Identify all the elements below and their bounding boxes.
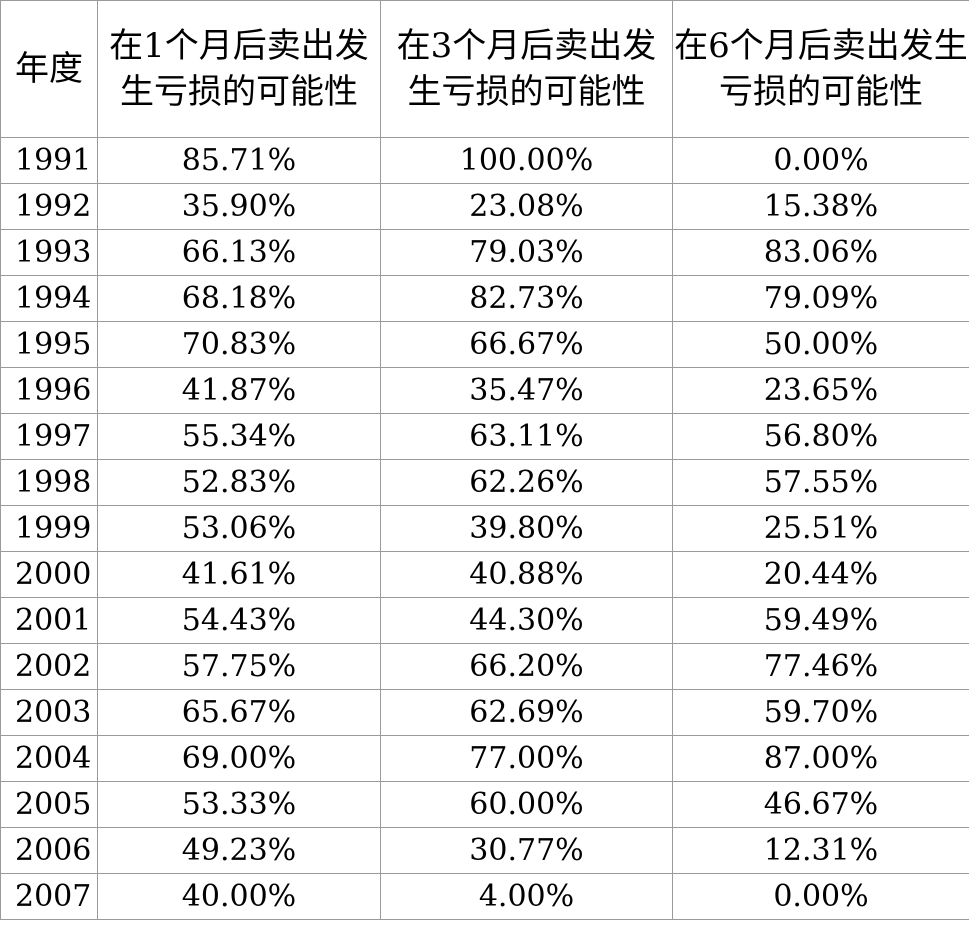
table-row: 2003 65.67% 62.69% 59.70% xyxy=(0,689,969,736)
loss-3-month-cell: 4.00% xyxy=(380,873,673,920)
loss-3-month-cell: 66.20% xyxy=(380,643,673,690)
loss-3-month-cell: 100.00% xyxy=(380,137,673,184)
loss-1-month-cell: 53.06% xyxy=(97,505,381,552)
loss-6-month-cell: 20.44% xyxy=(672,551,969,598)
loss-1-month-cell: 41.61% xyxy=(97,551,381,598)
table-row: 1994 68.18% 82.73% 79.09% xyxy=(0,275,969,322)
loss-6-month-cell: 50.00% xyxy=(672,321,969,368)
header-1-month-loss: 在1个月后卖出发生亏损的可能性 xyxy=(97,0,381,138)
loss-1-month-cell: 57.75% xyxy=(97,643,381,690)
loss-3-month-cell: 40.88% xyxy=(380,551,673,598)
year-cell: 2000 xyxy=(0,551,98,598)
loss-6-month-cell: 79.09% xyxy=(672,275,969,322)
header-row: 年度 在1个月后卖出发生亏损的可能性 在3个月后卖出发生亏损的可能性 在6个月后… xyxy=(0,0,969,138)
loss-6-month-cell: 77.46% xyxy=(672,643,969,690)
loss-1-month-cell: 66.13% xyxy=(97,229,381,276)
header-year: 年度 xyxy=(0,0,98,138)
year-cell: 2007 xyxy=(0,873,98,920)
table-row: 1995 70.83% 66.67% 50.00% xyxy=(0,321,969,368)
table-row: 2001 54.43% 44.30% 59.49% xyxy=(0,597,969,644)
loss-3-month-cell: 23.08% xyxy=(380,183,673,230)
table-row: 2002 57.75% 66.20% 77.46% xyxy=(0,643,969,690)
table-row: 2007 40.00% 4.00% 0.00% xyxy=(0,873,969,920)
loss-3-month-cell: 82.73% xyxy=(380,275,673,322)
year-cell: 1999 xyxy=(0,505,98,552)
loss-1-month-cell: 55.34% xyxy=(97,413,381,460)
loss-1-month-cell: 65.67% xyxy=(97,689,381,736)
table-row: 2000 41.61% 40.88% 20.44% xyxy=(0,551,969,598)
loss-3-month-cell: 62.26% xyxy=(380,459,673,506)
loss-6-month-cell: 87.00% xyxy=(672,735,969,782)
year-cell: 1994 xyxy=(0,275,98,322)
loss-3-month-cell: 35.47% xyxy=(380,367,673,414)
table-row: 1992 35.90% 23.08% 15.38% xyxy=(0,183,969,230)
loss-3-month-cell: 60.00% xyxy=(380,781,673,828)
loss-1-month-cell: 69.00% xyxy=(97,735,381,782)
header-6-month-loss: 在6个月后卖出发生亏损的可能性 xyxy=(672,0,969,138)
loss-6-month-cell: 0.00% xyxy=(672,137,969,184)
loss-1-month-cell: 53.33% xyxy=(97,781,381,828)
header-3-month-loss: 在3个月后卖出发生亏损的可能性 xyxy=(380,0,673,138)
table-header: 年度 在1个月后卖出发生亏损的可能性 在3个月后卖出发生亏损的可能性 在6个月后… xyxy=(0,0,969,138)
year-cell: 2003 xyxy=(0,689,98,736)
loss-6-month-cell: 15.38% xyxy=(672,183,969,230)
year-cell: 1992 xyxy=(0,183,98,230)
loss-1-month-cell: 35.90% xyxy=(97,183,381,230)
year-cell: 1996 xyxy=(0,367,98,414)
year-cell: 2005 xyxy=(0,781,98,828)
year-cell: 1991 xyxy=(0,137,98,184)
loss-1-month-cell: 54.43% xyxy=(97,597,381,644)
loss-3-month-cell: 63.11% xyxy=(380,413,673,460)
loss-6-month-cell: 12.31% xyxy=(672,827,969,874)
loss-3-month-cell: 79.03% xyxy=(380,229,673,276)
loss-3-month-cell: 39.80% xyxy=(380,505,673,552)
year-cell: 2002 xyxy=(0,643,98,690)
loss-6-month-cell: 25.51% xyxy=(672,505,969,552)
table-row: 1998 52.83% 62.26% 57.55% xyxy=(0,459,969,506)
loss-6-month-cell: 59.49% xyxy=(672,597,969,644)
table-row: 2004 69.00% 77.00% 87.00% xyxy=(0,735,969,782)
loss-6-month-cell: 83.06% xyxy=(672,229,969,276)
table-row: 2006 49.23% 30.77% 12.31% xyxy=(0,827,969,874)
loss-6-month-cell: 23.65% xyxy=(672,367,969,414)
loss-1-month-cell: 68.18% xyxy=(97,275,381,322)
year-cell: 2004 xyxy=(0,735,98,782)
loss-1-month-cell: 40.00% xyxy=(97,873,381,920)
loss-1-month-cell: 49.23% xyxy=(97,827,381,874)
loss-6-month-cell: 56.80% xyxy=(672,413,969,460)
year-cell: 1997 xyxy=(0,413,98,460)
table-row: 1996 41.87% 35.47% 23.65% xyxy=(0,367,969,414)
loss-3-month-cell: 44.30% xyxy=(380,597,673,644)
table-row: 1993 66.13% 79.03% 83.06% xyxy=(0,229,969,276)
table-row: 1999 53.06% 39.80% 25.51% xyxy=(0,505,969,552)
loss-3-month-cell: 62.69% xyxy=(380,689,673,736)
loss-3-month-cell: 77.00% xyxy=(380,735,673,782)
year-cell: 2001 xyxy=(0,597,98,644)
loss-1-month-cell: 85.71% xyxy=(97,137,381,184)
table-row: 1991 85.71% 100.00% 0.00% xyxy=(0,137,969,184)
loss-6-month-cell: 46.67% xyxy=(672,781,969,828)
year-cell: 2006 xyxy=(0,827,98,874)
loss-6-month-cell: 59.70% xyxy=(672,689,969,736)
year-cell: 1998 xyxy=(0,459,98,506)
table-row: 2005 53.33% 60.00% 46.67% xyxy=(0,781,969,828)
loss-3-month-cell: 30.77% xyxy=(380,827,673,874)
year-cell: 1995 xyxy=(0,321,98,368)
table-row: 1997 55.34% 63.11% 56.80% xyxy=(0,413,969,460)
loss-1-month-cell: 70.83% xyxy=(97,321,381,368)
loss-3-month-cell: 66.67% xyxy=(380,321,673,368)
loss-6-month-cell: 0.00% xyxy=(672,873,969,920)
year-cell: 1993 xyxy=(0,229,98,276)
table-body: 1991 85.71% 100.00% 0.00% 1992 35.90% 23.08% 15… xyxy=(0,137,969,920)
loss-1-month-cell: 52.83% xyxy=(97,459,381,506)
loss-1-month-cell: 41.87% xyxy=(97,367,381,414)
loss-6-month-cell: 57.55% xyxy=(672,459,969,506)
